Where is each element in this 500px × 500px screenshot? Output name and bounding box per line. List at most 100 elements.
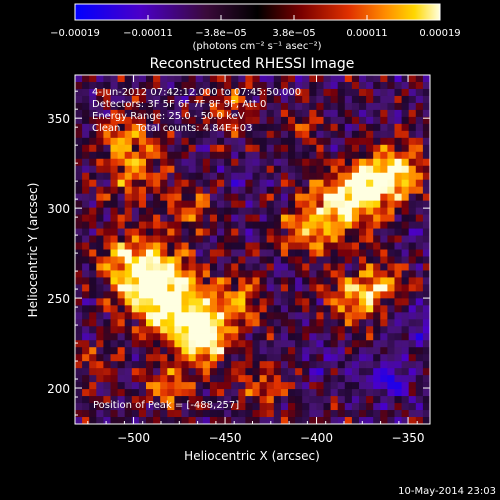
heatmap-cell <box>188 417 197 424</box>
heatmap-cell <box>75 312 83 320</box>
heatmap-cell <box>181 270 189 278</box>
heatmap-cell <box>295 179 303 188</box>
heatmap-cell <box>330 172 339 181</box>
heatmap-cell <box>138 144 147 153</box>
heatmap-cell <box>337 277 346 285</box>
heatmap-cell <box>366 333 374 341</box>
heatmap-cell <box>330 242 339 250</box>
heatmap-cell <box>89 389 97 397</box>
heatmap-cell <box>252 389 260 397</box>
heatmap-cell <box>373 179 381 188</box>
heatmap-cell <box>273 95 282 104</box>
heatmap-cell <box>202 221 211 229</box>
heatmap-cell <box>188 102 197 111</box>
heatmap-cell <box>337 144 346 153</box>
heatmap-cell <box>359 354 367 362</box>
heatmap-cell <box>359 235 367 243</box>
heatmap-cell <box>110 298 118 306</box>
heatmap-cell <box>302 375 310 383</box>
heatmap-cell <box>238 319 246 327</box>
heatmap-cell <box>401 354 410 362</box>
heatmap-cell <box>415 186 424 195</box>
heatmap-cell <box>344 340 353 348</box>
heatmap-cell <box>380 263 388 271</box>
heatmap-cell <box>380 270 388 278</box>
heatmap-cell <box>302 228 310 236</box>
heatmap-cell <box>202 172 211 181</box>
heatmap-cell <box>273 137 282 146</box>
heatmap-cell <box>316 403 324 411</box>
heatmap-cell <box>280 284 289 292</box>
heatmap-cell <box>280 158 289 167</box>
heatmap-cell <box>288 410 296 418</box>
heatmap-cell <box>224 207 232 215</box>
heatmap-cell <box>146 410 154 418</box>
heatmap-cell <box>217 151 225 160</box>
heatmap-cell <box>288 221 296 229</box>
heatmap-cell <box>330 277 339 285</box>
heatmap-cell <box>231 221 239 229</box>
heatmap-cell <box>103 312 111 320</box>
heatmap-cell <box>344 200 353 209</box>
heatmap-cell <box>75 207 83 215</box>
heatmap-cell <box>217 340 225 348</box>
heatmap-cell <box>316 158 324 167</box>
heatmap-cell <box>280 165 289 174</box>
heatmap-cell <box>380 144 388 153</box>
heatmap-cell <box>146 382 154 390</box>
heatmap-cell <box>295 158 303 167</box>
heatmap-cell <box>422 137 430 146</box>
heatmap-cell <box>422 200 430 209</box>
heatmap-cell <box>266 256 275 264</box>
heatmap-cell <box>167 144 175 153</box>
heatmap-cell <box>330 368 339 376</box>
y-tick-label: 250 <box>47 292 70 306</box>
heatmap-cell <box>89 382 97 390</box>
heatmap-cell <box>288 207 296 215</box>
heatmap-cell <box>273 298 282 306</box>
heatmap-cell <box>224 354 232 362</box>
heatmap-cell <box>295 235 303 243</box>
heatmap-cell <box>273 116 282 125</box>
heatmap-cell <box>316 270 324 278</box>
heatmap-cell <box>408 137 417 146</box>
heatmap-cell <box>387 102 395 111</box>
heatmap-cell <box>309 291 317 299</box>
heatmap-cell <box>387 95 395 104</box>
heatmap-cell <box>288 75 296 83</box>
heatmap-cell <box>302 319 310 327</box>
heatmap-cell <box>394 221 402 229</box>
heatmap-cell <box>117 277 126 285</box>
heatmap-cell <box>252 354 260 362</box>
heatmap-cell <box>394 109 402 118</box>
heatmap-cell <box>167 270 175 278</box>
heatmap-cell <box>415 81 424 90</box>
heatmap-cell <box>96 228 104 236</box>
heatmap-cell <box>181 165 189 174</box>
heatmap-cell <box>146 221 154 229</box>
heatmap-cell <box>408 221 417 229</box>
heatmap-cell <box>280 116 289 125</box>
colorbar <box>74 3 441 21</box>
heatmap-cell <box>124 410 133 418</box>
heatmap-cell <box>323 151 331 160</box>
heatmap-cell <box>366 382 374 390</box>
heatmap-cell <box>96 88 104 97</box>
heatmap-cell <box>359 102 367 111</box>
heatmap-cell <box>153 368 161 376</box>
heatmap-cell <box>231 361 239 369</box>
heatmap-cell <box>295 144 303 153</box>
heatmap-cell <box>153 235 161 243</box>
heatmap-cell <box>373 81 381 90</box>
heatmap-cell <box>309 151 317 160</box>
heatmap-cell <box>238 193 246 202</box>
heatmap-cell <box>273 179 282 188</box>
heatmap-cell <box>153 75 161 83</box>
heatmap-cell <box>252 256 260 264</box>
heatmap-cell <box>209 347 218 355</box>
heatmap-cell <box>309 165 317 174</box>
x-axis-title: Heliocentric X (arcsec) <box>184 449 320 463</box>
heatmap-cell <box>415 284 424 292</box>
heatmap-cell <box>138 172 147 181</box>
